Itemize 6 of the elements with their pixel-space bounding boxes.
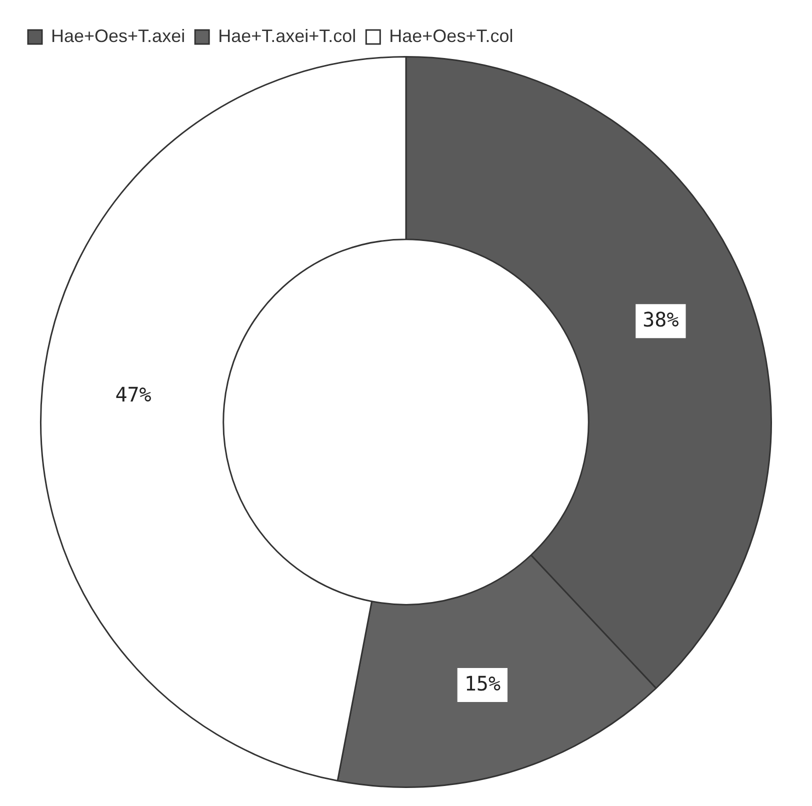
legend-label: Hae+T.axei+T.col bbox=[218, 26, 356, 46]
data-label: 47% bbox=[115, 382, 152, 406]
data-label: 38% bbox=[642, 307, 679, 332]
data-label: 15% bbox=[464, 671, 500, 696]
legend-label: Hae+Oes+T.col bbox=[389, 26, 514, 46]
legend-label: Hae+Oes+T.axei bbox=[51, 26, 186, 46]
